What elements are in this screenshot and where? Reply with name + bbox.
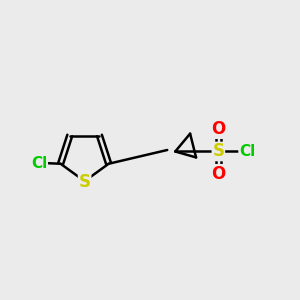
Text: O: O	[211, 120, 226, 138]
Text: Cl: Cl	[239, 144, 255, 159]
Text: O: O	[211, 165, 226, 183]
Text: S: S	[79, 173, 91, 191]
Text: S: S	[212, 142, 224, 160]
Text: Cl: Cl	[31, 156, 47, 171]
